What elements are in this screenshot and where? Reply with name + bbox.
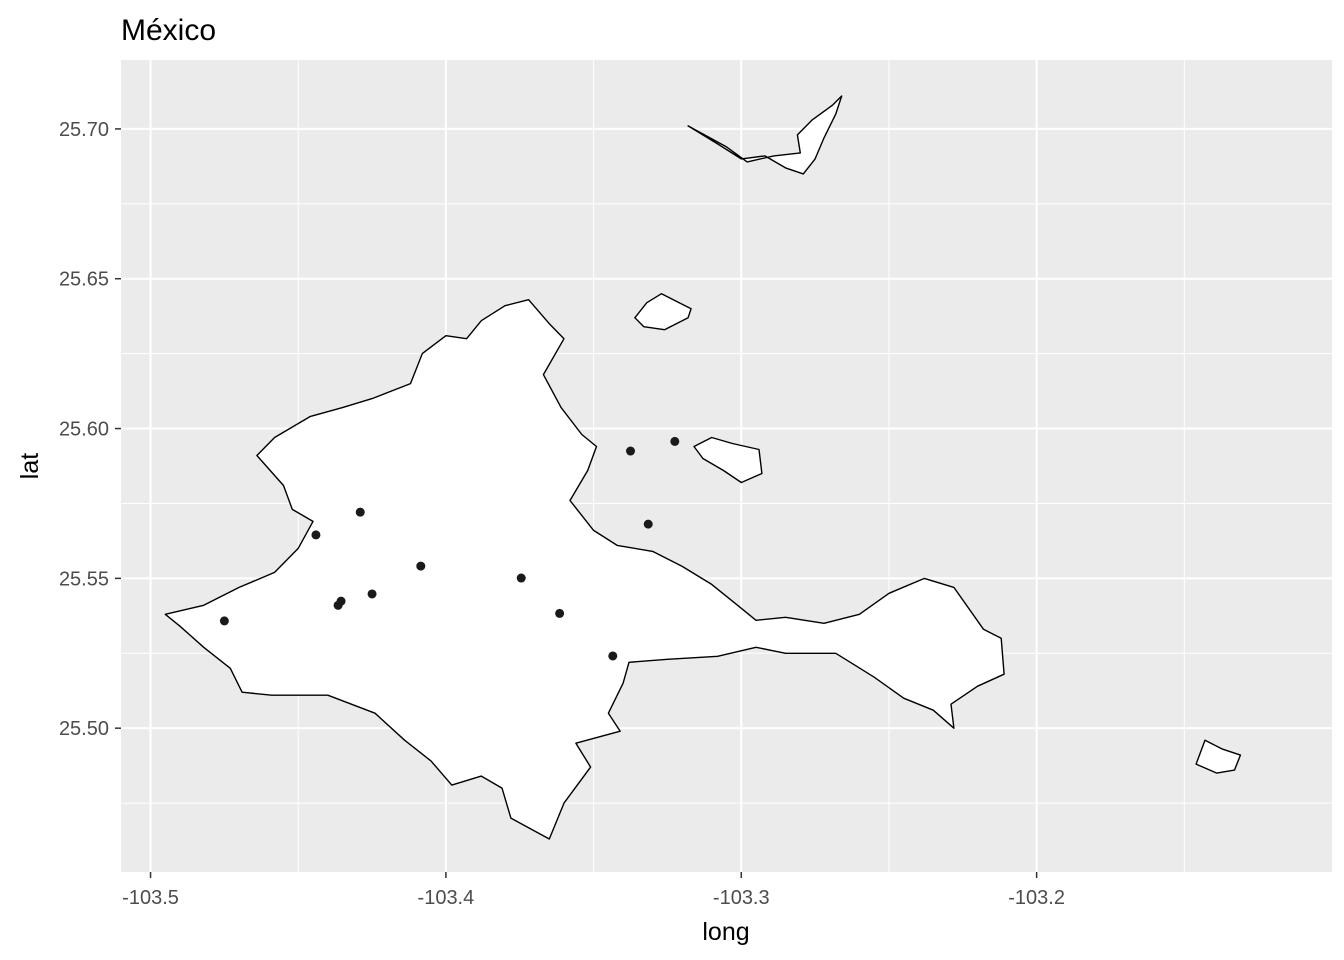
x-tick-label: -103.5 — [122, 887, 179, 909]
y-axis-title: lat — [16, 453, 44, 479]
x-tick-label: -103.4 — [418, 887, 475, 909]
data-point — [643, 519, 653, 529]
region-main — [164, 299, 1005, 840]
points — [219, 436, 680, 661]
x-tick-label: -103.3 — [713, 887, 770, 909]
x-axis: -103.5 -103.4 -103.3 -103.2 — [122, 872, 1065, 909]
y-tick-label: 25.60 — [59, 419, 109, 441]
y-tick-label: 25.65 — [59, 269, 109, 291]
data-point — [333, 600, 343, 610]
data-point — [555, 608, 565, 618]
region-north-small — [634, 293, 692, 331]
region-far-east — [1195, 739, 1242, 774]
data-point — [608, 651, 618, 661]
data-point — [219, 616, 229, 626]
data-point — [670, 436, 680, 446]
data-point — [311, 530, 321, 540]
data-point — [516, 573, 526, 583]
data-point — [416, 561, 426, 571]
chart-title: México — [121, 14, 216, 47]
data-point — [367, 589, 377, 599]
x-axis-title: long — [702, 918, 749, 946]
y-tick-label: 25.70 — [59, 119, 109, 141]
x-tick-label: -103.2 — [1008, 887, 1065, 909]
y-axis: 25.50 25.55 25.60 25.65 25.70 — [59, 119, 121, 740]
y-tick-label: 25.55 — [59, 568, 109, 590]
region-east-north-strip — [687, 95, 843, 175]
data-point — [355, 507, 365, 517]
y-tick-label: 25.50 — [59, 718, 109, 740]
region-east-small — [693, 436, 763, 484]
regions — [164, 95, 1242, 840]
data-point — [626, 446, 636, 456]
